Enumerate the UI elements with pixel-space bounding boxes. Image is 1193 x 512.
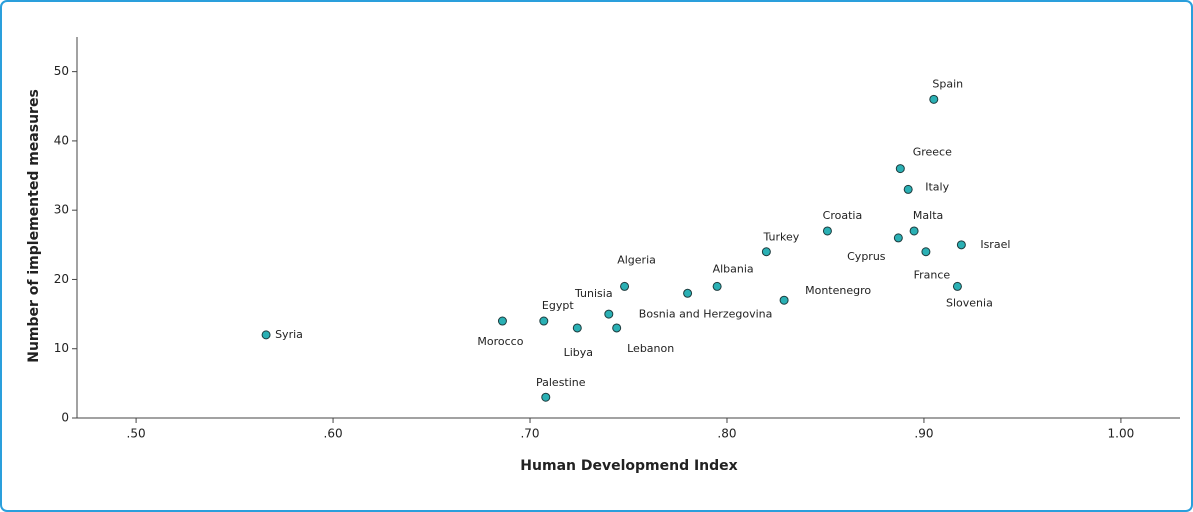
y-tick-label: 50 xyxy=(54,64,69,78)
point xyxy=(572,323,582,333)
y-tick-label: 40 xyxy=(54,133,69,147)
point-label: Algeria xyxy=(617,253,656,266)
point xyxy=(822,226,832,236)
point-label: Lebanon xyxy=(627,342,674,355)
x-axis-title: Human Developmend Index xyxy=(520,458,737,474)
point xyxy=(909,226,919,236)
point-label: Croatia xyxy=(823,209,863,222)
point xyxy=(761,247,771,257)
y-tick-label: 30 xyxy=(54,203,69,217)
y-tick-label: 10 xyxy=(54,341,69,355)
x-tick-label: 1.00 xyxy=(1108,427,1135,441)
point-label: Albania xyxy=(713,262,754,275)
point xyxy=(712,281,722,291)
point xyxy=(612,323,622,333)
point xyxy=(929,94,939,104)
x-tick-label: .60 xyxy=(324,427,343,441)
point-label: Turkey xyxy=(762,231,799,244)
point-label: Greece xyxy=(913,146,952,159)
point-label: Italy xyxy=(925,180,949,193)
point xyxy=(895,164,905,174)
x-tick-label: .90 xyxy=(914,427,933,441)
point-label: Syria xyxy=(275,328,303,341)
point-label: Morocco xyxy=(477,335,523,348)
x-tick-label: .50 xyxy=(127,427,146,441)
x-tick-label: .70 xyxy=(520,427,539,441)
point xyxy=(893,233,903,243)
point xyxy=(921,247,931,257)
point xyxy=(261,330,271,340)
point xyxy=(903,184,913,194)
y-axis-title: Number of implemented measures xyxy=(26,89,42,363)
point-label: Bosnia and Herzegovina xyxy=(639,307,773,320)
point-label: Palestine xyxy=(536,376,586,389)
point xyxy=(539,316,549,326)
point xyxy=(541,392,551,402)
point xyxy=(952,281,962,291)
y-tick-label: 20 xyxy=(54,272,69,286)
point-label: Cyprus xyxy=(847,250,886,263)
point-label: Spain xyxy=(932,77,963,90)
point xyxy=(956,240,966,250)
point xyxy=(779,295,789,305)
point-label: Libya xyxy=(564,346,593,359)
point-label: France xyxy=(914,269,951,282)
point xyxy=(683,288,693,298)
point-label: Tunisia xyxy=(574,287,613,300)
point xyxy=(497,316,507,326)
y-tick-label: 0 xyxy=(61,411,69,425)
point-label: Montenegro xyxy=(805,284,871,297)
point-label: Slovenia xyxy=(946,296,993,309)
point-label: Egypt xyxy=(542,299,574,312)
point-label: Israel xyxy=(980,238,1010,251)
point-label: Malta xyxy=(913,209,943,222)
point xyxy=(604,309,614,319)
point xyxy=(620,281,630,291)
x-tick-label: .80 xyxy=(717,427,736,441)
